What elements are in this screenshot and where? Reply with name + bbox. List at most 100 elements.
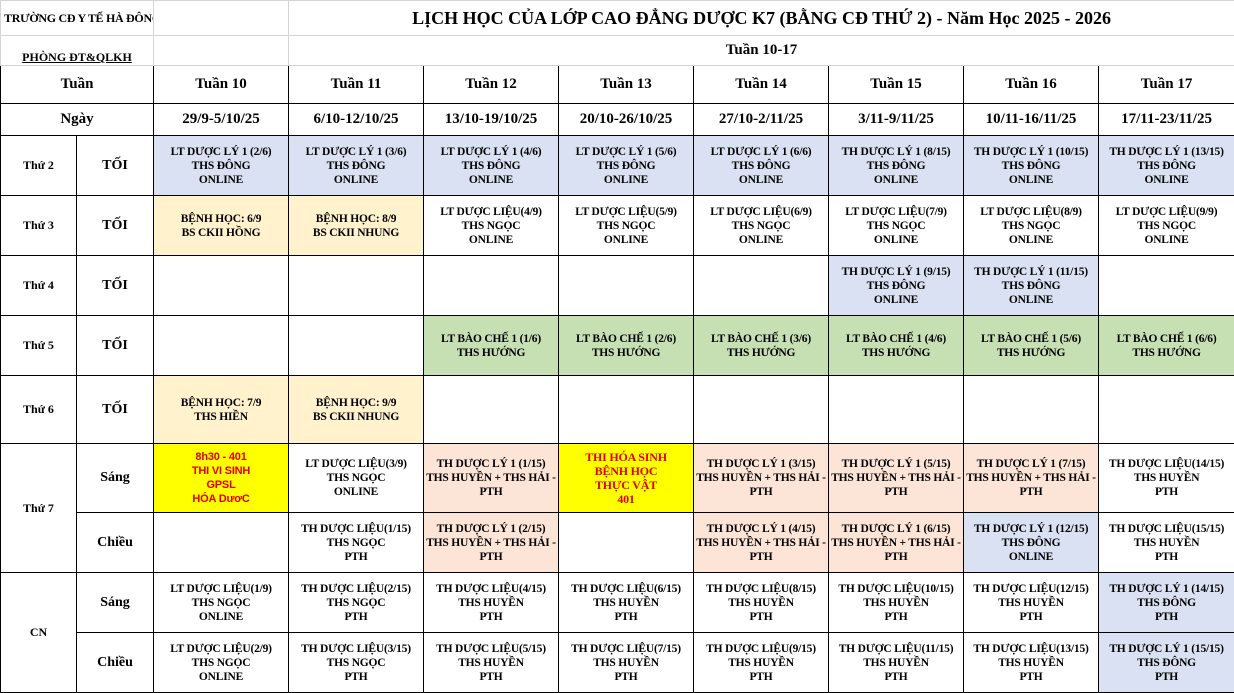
- class-slot-line: PTH: [424, 610, 558, 624]
- class-slot-line: TH DƯỢC LÝ 1 (4/15): [694, 522, 828, 536]
- class-slot-line: TH DƯỢC LIỆU(12/15): [964, 582, 1098, 596]
- class-slot-line: THỰC VẬT: [559, 478, 693, 492]
- class-slot-line: THS HUYỀN: [964, 596, 1098, 610]
- class-slot-line: THS NGỌC: [289, 656, 423, 670]
- class-slot-line: TH DƯỢC LIỆU(11/15): [829, 642, 963, 656]
- class-slot-line: LT DƯỢC LIỆU(6/9): [694, 205, 828, 219]
- class-slot-line: LT DƯỢC LÝ 1 (3/6): [289, 145, 423, 159]
- class-slot: TH DƯỢC LÝ 1 (7/15)THS HUYỀN + THS HẢI -…: [964, 444, 1099, 513]
- class-slot-line: THS HUYỀN: [694, 656, 828, 670]
- empty-slot: [559, 513, 694, 573]
- class-slot-line: THS HUYỀN: [829, 656, 963, 670]
- class-slot-line: ONLINE: [559, 173, 693, 187]
- page-title: LỊCH HỌC CỦA LỚP CAO ĐẲNG DƯỢC K7 (BẰNG …: [289, 1, 1234, 36]
- class-slot-line: THS ĐÔNG: [829, 159, 963, 173]
- class-slot-line: PTH: [424, 670, 558, 684]
- class-slot-line: TH DƯỢC LIỆU(8/15): [694, 582, 828, 596]
- week-header: Tuần 14: [694, 66, 829, 104]
- class-slot-line: LT BÀO CHẾ 1 (3/6): [694, 332, 828, 346]
- empty-slot: [694, 376, 829, 444]
- class-slot: TH DƯỢC LÝ 1 (4/15)THS HUYỀN + THS HẢI -…: [694, 513, 829, 573]
- date-range-header: 20/10-26/10/25: [559, 104, 694, 136]
- class-slot-line: TH DƯỢC LÝ 1 (1/15): [424, 457, 558, 471]
- class-slot-line: ONLINE: [424, 173, 558, 187]
- day-label: CN: [1, 573, 77, 693]
- date-header-label: Ngày: [1, 104, 154, 136]
- class-slot-line: THS ĐÔNG: [694, 159, 828, 173]
- class-slot-line: THS ĐÔNG: [1099, 596, 1234, 610]
- date-range-header: 3/11-9/11/25: [829, 104, 964, 136]
- empty-slot: [154, 256, 289, 316]
- class-slot-line: ONLINE: [694, 233, 828, 247]
- class-slot-line: THS NGỌC: [289, 596, 423, 610]
- class-slot-line: PTH: [694, 670, 828, 684]
- class-slot-line: LT DƯỢC LIỆU(1/9): [154, 582, 288, 596]
- class-slot-line: PTH: [289, 550, 423, 564]
- class-slot-line: THS HUYỀN: [559, 596, 693, 610]
- week-header: Tuần 13: [559, 66, 694, 104]
- week-range: Tuần 10-17: [289, 36, 1234, 66]
- class-slot-line: 8h30 - 401: [154, 450, 288, 464]
- class-slot-line: TH DƯỢC LÝ 1 (6/15): [829, 522, 963, 536]
- class-slot-line: PTH: [829, 550, 963, 564]
- date-range-header: 17/11-23/11/25: [1099, 104, 1234, 136]
- class-slot-line: LT DƯỢC LIỆU(8/9): [964, 205, 1098, 219]
- class-slot-line: PTH: [694, 550, 828, 564]
- class-slot: TH DƯỢC LÝ 1 (1/15)THS HUYỀN + THS HẢI -…: [424, 444, 559, 513]
- class-slot-line: TH DƯỢC LÝ 1 (12/15): [964, 522, 1098, 536]
- empty-slot: [694, 256, 829, 316]
- class-slot-line: THS NGỌC: [559, 219, 693, 233]
- week-header: Tuần 17: [1099, 66, 1234, 104]
- class-slot-line: THS ĐÔNG: [424, 159, 558, 173]
- class-slot-line: TH DƯỢC LIỆU(7/15): [559, 642, 693, 656]
- class-slot-line: BỆNH HỌC: 9/9: [289, 396, 423, 410]
- class-slot-line: THS HUYỀN + THS HẢI -: [424, 471, 558, 485]
- week-header-label: Tuần: [1, 66, 154, 104]
- school-name: TRƯỜNG CĐ Y TẾ HÀ ĐÔNG: [1, 1, 154, 36]
- class-slot: TH DƯỢC LÝ 1 (3/15)THS HUYỀN + THS HẢI -…: [694, 444, 829, 513]
- class-slot-line: TH DƯỢC LÝ 1 (13/15): [1099, 145, 1234, 159]
- class-slot: LT BÀO CHẾ 1 (5/6)THS HƯỚNG: [964, 316, 1099, 376]
- class-slot-line: THS HUYỀN: [424, 656, 558, 670]
- class-slot-line: ONLINE: [289, 485, 423, 499]
- class-slot-line: LT DƯỢC LÝ 1 (4/6): [424, 145, 558, 159]
- session-label: TỐI: [77, 376, 154, 444]
- department-name: PHÒNG ĐT&QLKH: [1, 36, 154, 66]
- class-slot-line: THS NGỌC: [154, 656, 288, 670]
- class-slot-line: TH DƯỢC LÝ 1 (7/15): [964, 457, 1098, 471]
- class-slot-line: PTH: [559, 610, 693, 624]
- class-slot-line: TH DƯỢC LÝ 1 (11/15): [964, 265, 1098, 279]
- class-slot-line: PTH: [1099, 670, 1234, 684]
- class-slot: LT BÀO CHẾ 1 (2/6)THS HƯỚNG: [559, 316, 694, 376]
- class-slot-line: THS HUYỀN: [829, 596, 963, 610]
- class-slot-line: TH DƯỢC LIỆU(5/15): [424, 642, 558, 656]
- session-label: TỐI: [77, 136, 154, 196]
- class-slot-line: THS HƯỚNG: [424, 346, 558, 360]
- class-slot-line: ONLINE: [829, 233, 963, 247]
- class-slot-line: TH DƯỢC LIỆU(3/15): [289, 642, 423, 656]
- class-slot-line: LT BÀO CHẾ 1 (4/6): [829, 332, 963, 346]
- day-label: Thứ 7: [1, 444, 77, 573]
- class-slot-line: PTH: [1099, 610, 1234, 624]
- class-slot-line: THS ĐÔNG: [964, 536, 1098, 550]
- class-slot-line: TH DƯỢC LÝ 1 (3/15): [694, 457, 828, 471]
- class-slot-line: LT DƯỢC LÝ 1 (6/6): [694, 145, 828, 159]
